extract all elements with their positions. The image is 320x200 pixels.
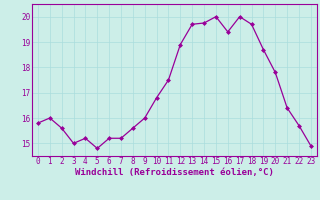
X-axis label: Windchill (Refroidissement éolien,°C): Windchill (Refroidissement éolien,°C) <box>75 168 274 177</box>
